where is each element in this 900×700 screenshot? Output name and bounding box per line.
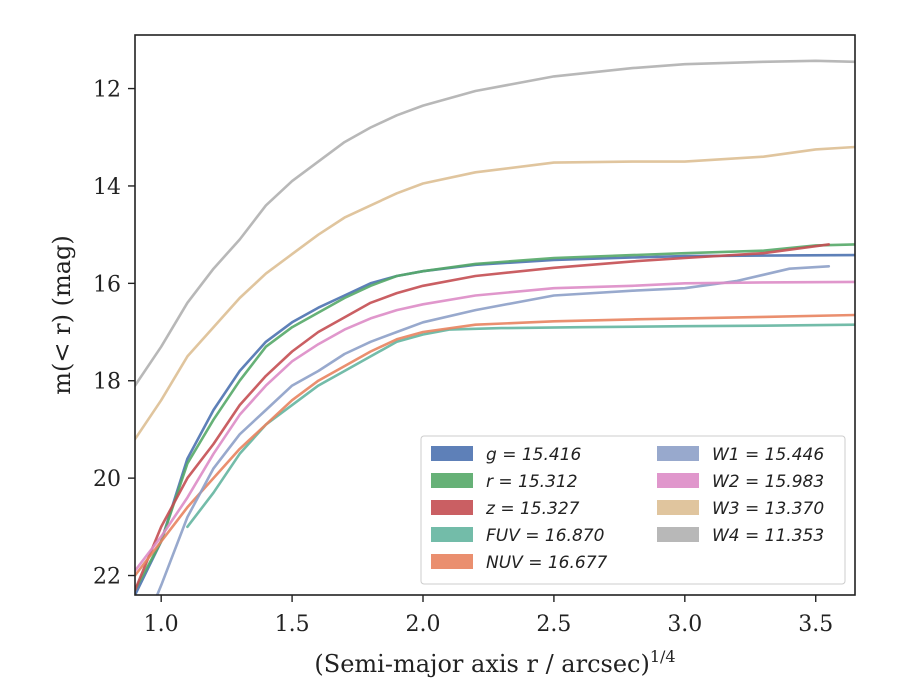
x-tick-label: 3.0 [667,612,702,637]
y-axis-label: m(< r) (mag) [48,235,76,394]
legend-label: g = 15.416 [486,445,582,465]
y-tick-label: 14 [93,175,121,200]
legend-label: W3 = 13.370 [712,499,824,519]
x-axis: 1.0 1.5 2.0 2.5 3.0 3.5 [144,595,833,637]
legend-swatch [657,473,699,488]
legend-label: FUV = 16.870 [486,526,604,546]
legend-swatch [431,473,473,488]
series-layer [135,59,855,595]
y-tick-label: 18 [93,370,121,395]
x-axis-label-main: (Semi-major axis r / arcsec) [314,650,649,678]
series-line-1 [135,243,855,592]
legend: g = 15.416 r = 15.312 z = 15.327 FUV = 16.8… [420,435,846,585]
x-tick-label: 2.5 [536,612,571,637]
x-tick-label: 2.0 [406,612,441,637]
legend-swatch [431,446,473,461]
legend-label: W4 = 11.353 [712,526,824,546]
legend-label: W2 = 15.983 [712,472,824,492]
series-line-5 [155,265,831,595]
legend-swatch [657,500,699,515]
series-line-7 [135,145,855,441]
series-line-0 [135,253,855,595]
x-tick-label: 1.5 [275,612,310,637]
legend-swatch [431,500,473,515]
series-line-2 [135,243,831,592]
legend-swatch [657,446,699,461]
y-tick-label: 16 [93,272,121,297]
legend-swatch [657,527,699,542]
legend-swatch [431,554,473,569]
series-line-6 [135,280,855,572]
plot-frame [134,34,856,596]
y-tick-label: 12 [93,78,121,103]
x-axis-label-sup: 1/4 [650,647,676,666]
legend-label: NUV = 16.677 [486,553,608,573]
legend-label: z = 15.327 [485,499,580,519]
series-line-3 [186,323,855,529]
legend-label: W1 = 15.446 [712,445,824,465]
legend-label: r = 15.312 [486,472,578,492]
y-tick-label: 22 [93,565,121,590]
x-axis-label: (Semi-major axis r / arcsec)1/4 [314,647,675,678]
x-tick-label: 3.5 [798,612,833,637]
legend-swatch [431,527,473,542]
legend-box [420,435,846,585]
x-tick-label: 1.0 [144,612,179,637]
y-tick-label: 20 [93,467,121,492]
series-line-4 [135,313,855,577]
series-line-8 [135,59,855,387]
y-axis: 12 14 16 18 20 22 [93,78,135,590]
